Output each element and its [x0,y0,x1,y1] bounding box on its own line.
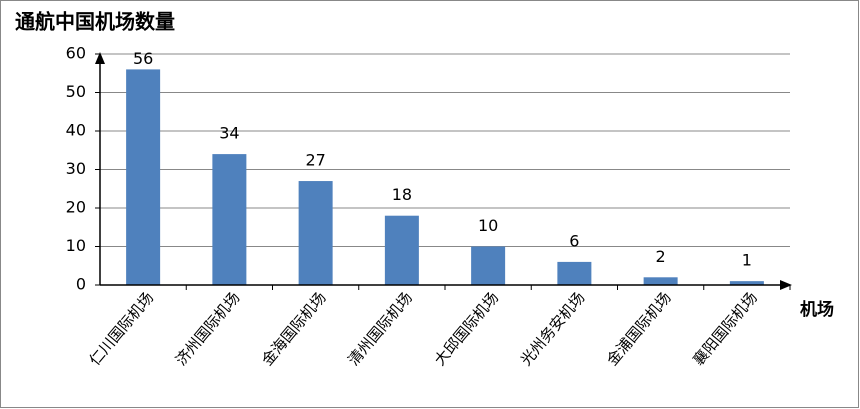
chart-title: 通航中国机场数量 [15,10,175,34]
y-tick-label: 0 [76,275,86,294]
bar [384,215,419,285]
y-tick-label: 40 [66,121,86,140]
bar [643,277,678,285]
bar [298,181,333,285]
x-axis-label: 机场 [800,299,834,320]
bar [212,154,247,285]
value-label: 6 [569,231,579,250]
bar [126,69,161,286]
y-tick-label: 20 [66,198,86,217]
value-label: 34 [219,124,239,143]
bar [557,261,592,285]
value-label: 10 [478,216,498,235]
value-label: 18 [392,185,412,204]
y-tick-label: 60 [66,44,86,63]
value-label: 56 [133,49,153,68]
y-axis-arrow [95,52,105,64]
y-tick-label: 10 [66,236,86,255]
value-label: 2 [656,247,666,266]
y-tick-label: 30 [66,159,86,178]
bar [729,281,764,285]
x-axis-arrow [780,280,792,290]
value-label: 1 [742,251,752,270]
bar [471,246,506,285]
y-tick-label: 50 [66,82,86,101]
value-label: 27 [305,151,325,170]
